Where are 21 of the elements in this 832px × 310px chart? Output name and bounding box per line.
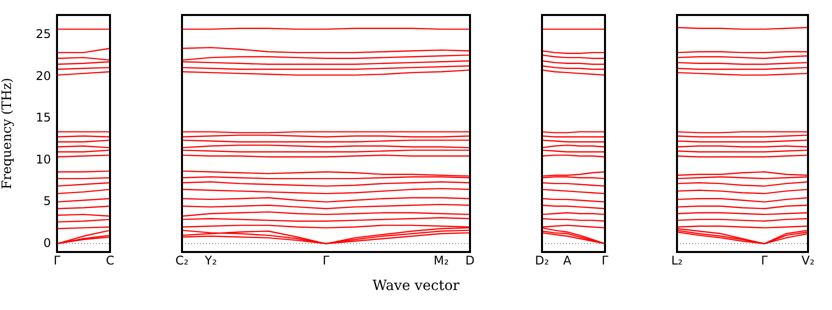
y-tick-label: 25 (36, 27, 51, 42)
x-tick-label: D (465, 253, 475, 268)
x-tick-label: Γ (602, 253, 609, 268)
x-tick-label: C (106, 253, 114, 268)
y-tick-label: 20 (36, 68, 51, 83)
x-tick-label: M₂ (434, 253, 449, 268)
y-tick-label: 10 (36, 152, 51, 166)
x-tick-label: Γ (322, 253, 330, 268)
x-tick-label: Γ (54, 253, 61, 268)
x-tick-label: L₂ (671, 253, 683, 268)
x-tick-label: V₂ (801, 253, 815, 268)
y-axis-title: Frequency (THz) (0, 78, 16, 190)
y-tick-label: 15 (36, 110, 51, 125)
x-tick-label: Γ (760, 253, 768, 268)
y-tick-label: 5 (43, 194, 51, 208)
y-tick-label: 0 (43, 236, 51, 250)
x-tick-label: C₂ (175, 253, 189, 268)
x-tick-label: A (563, 253, 572, 268)
x-tick-label: D₂ (534, 253, 550, 268)
x-tick-label: Y₂ (204, 253, 218, 268)
x-axis-title: Wave vector (372, 278, 460, 294)
